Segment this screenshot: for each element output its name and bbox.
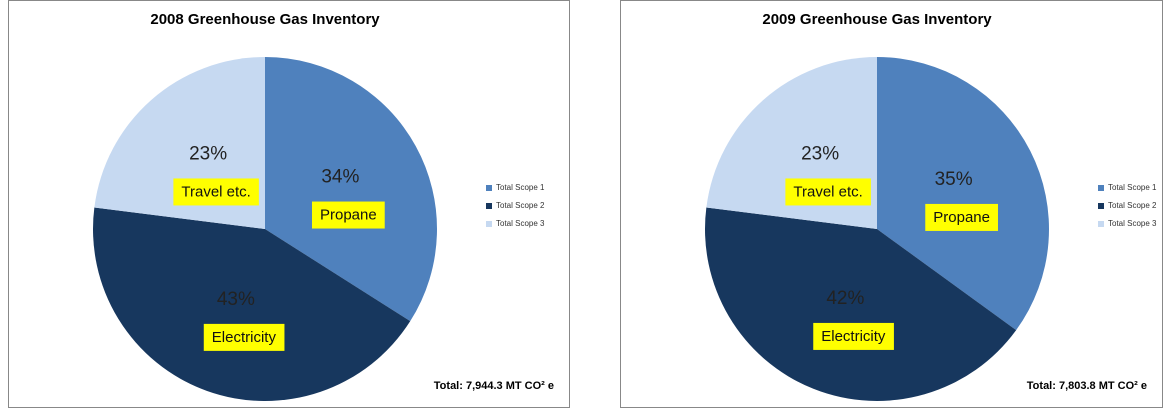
legend-swatch xyxy=(1098,203,1104,209)
slice-label: Propane xyxy=(933,209,990,226)
slice-label-box xyxy=(312,201,385,229)
slice-label: Electricity xyxy=(212,329,277,346)
legend-label: Total Scope 3 xyxy=(1108,219,1157,228)
chart-title: 2008 Greenhouse Gas Inventory xyxy=(150,11,380,28)
legend-label: Total Scope 2 xyxy=(496,201,545,210)
slice-label: Travel etc. xyxy=(181,183,250,200)
pie-slice xyxy=(93,207,411,401)
legend-label: Total Scope 3 xyxy=(496,219,545,228)
slice-label-box xyxy=(203,323,285,351)
slice-label: Travel etc. xyxy=(793,183,862,200)
legend-label: Total Scope 2 xyxy=(1108,201,1157,210)
pie-slice xyxy=(265,57,437,322)
pie-slice xyxy=(877,57,1049,331)
value-label: 43% xyxy=(217,289,255,310)
chart-title: 2009 Greenhouse Gas Inventory xyxy=(762,11,992,28)
legend-swatch xyxy=(1098,221,1104,227)
value-label: 23% xyxy=(801,144,839,165)
slice-label-box xyxy=(813,322,894,350)
annotation: Total: 7,803.8 MT CO² e xyxy=(1027,380,1147,392)
legend-swatch xyxy=(486,221,492,227)
value-label: 34% xyxy=(321,167,359,188)
value-label: 42% xyxy=(826,288,864,309)
legend-swatch xyxy=(1098,185,1104,191)
slice-label: Electricity xyxy=(821,328,886,345)
annotation: Total: 7,944.3 MT CO² e xyxy=(434,380,554,392)
slice-label-box xyxy=(173,178,259,206)
slice-label-box xyxy=(925,203,998,231)
slice-label-box xyxy=(785,178,871,206)
value-label: 35% xyxy=(935,169,973,190)
pie-slice xyxy=(705,207,1017,401)
legend-swatch xyxy=(486,203,492,209)
legend-label: Total Scope 1 xyxy=(1108,183,1157,192)
slice-label: Propane xyxy=(320,207,377,224)
legend-swatch xyxy=(486,185,492,191)
value-label: 23% xyxy=(189,144,227,165)
legend-label: Total Scope 1 xyxy=(496,183,545,192)
